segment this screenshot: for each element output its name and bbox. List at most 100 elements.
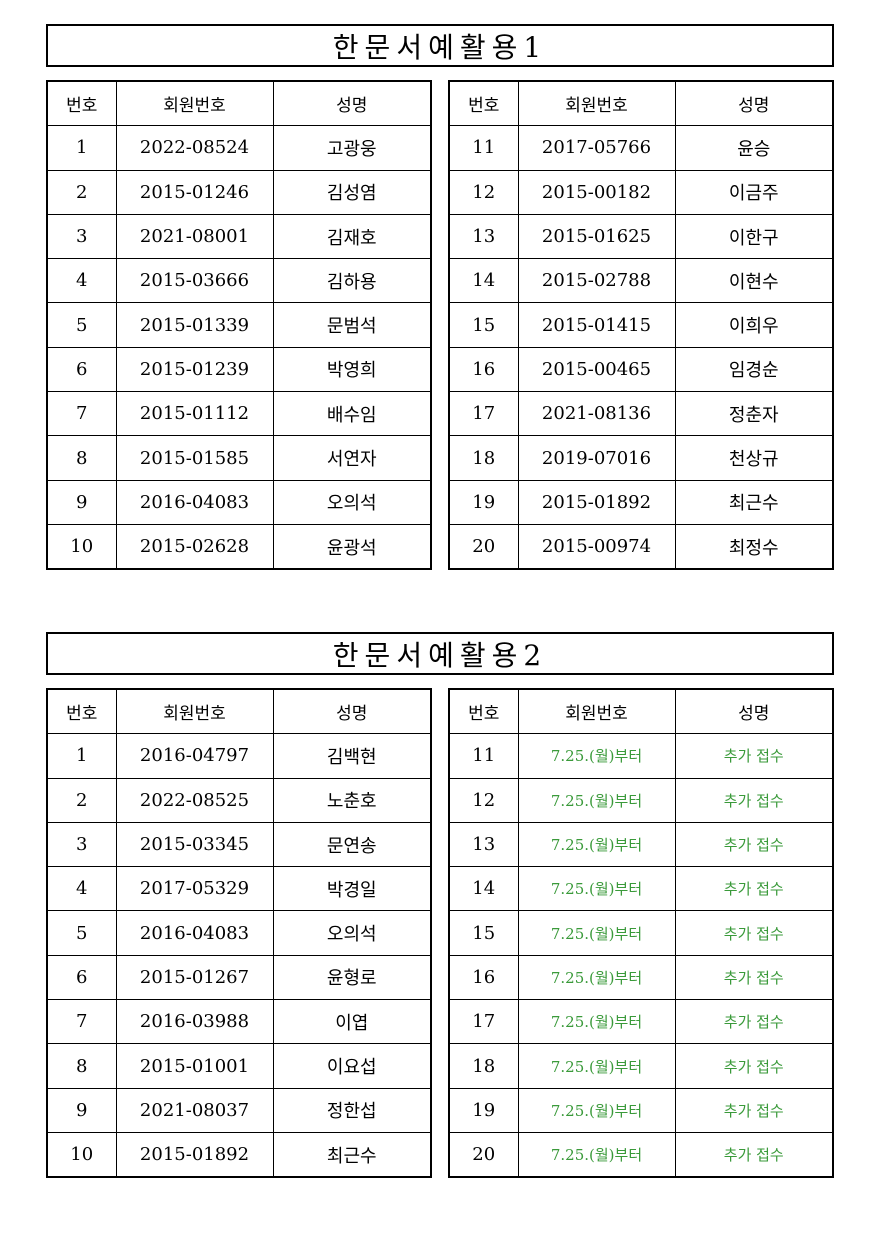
row-name: 최정수 <box>674 523 834 570</box>
header-name: 성명 <box>272 80 432 127</box>
header-name: 성명 <box>674 688 834 735</box>
row-member-id: 2015-03345 <box>115 821 274 868</box>
row-name: 윤광석 <box>272 523 432 570</box>
row-no: 6 <box>46 954 117 1001</box>
row-no: 15 <box>448 302 519 348</box>
row-member-id: 2015-01246 <box>115 169 274 215</box>
member-table-right: 번호 회원번호 성명 11 7.25.(월)부터 추가 접수 12 7.25.(월)부… <box>448 688 834 1179</box>
row-no: 5 <box>46 910 117 956</box>
row-name: 이엽 <box>272 999 432 1045</box>
row-no: 11 <box>448 125 519 171</box>
row-member-id: 2015-00974 <box>517 523 676 570</box>
table-row: 19 7.25.(월)부터 추가 접수 <box>448 1087 834 1133</box>
row-name: 김재호 <box>272 213 432 260</box>
table-row: 20 2015-00974 최정수 <box>448 523 834 570</box>
member-table-left: 번호 회원번호 성명 1 2016-04797 김백현 2 2022-08525 노춘호… <box>46 688 432 1179</box>
row-name: 이금주 <box>674 169 834 215</box>
row-name: 이한구 <box>674 213 834 260</box>
row-member-id: 7.25.(월)부터 <box>517 821 676 868</box>
table-header-row: 번호 회원번호 성명 <box>448 80 834 127</box>
header-no: 번호 <box>46 688 117 735</box>
row-name: 오의석 <box>272 479 432 525</box>
table-row: 4 2015-03666 김하용 <box>46 258 432 304</box>
row-name: 추가 접수 <box>674 999 834 1045</box>
table-row: 20 7.25.(월)부터 추가 접수 <box>448 1131 834 1178</box>
row-name: 윤승 <box>674 125 834 171</box>
row-no: 4 <box>46 258 117 304</box>
row-no: 2 <box>46 169 117 215</box>
row-name: 오의석 <box>272 910 432 956</box>
row-member-id: 7.25.(월)부터 <box>517 777 676 823</box>
row-member-id: 2015-01239 <box>115 346 274 393</box>
row-no: 1 <box>46 733 117 779</box>
row-no: 5 <box>46 302 117 348</box>
row-member-id: 2015-01415 <box>517 302 676 348</box>
table-row: 7 2015-01112 배수임 <box>46 391 432 437</box>
row-member-id: 2015-01267 <box>115 954 274 1001</box>
table-row: 16 7.25.(월)부터 추가 접수 <box>448 954 834 1001</box>
header-member-id: 회원번호 <box>517 688 676 735</box>
table-row: 10 2015-02628 윤광석 <box>46 523 432 570</box>
table-row: 2 2022-08525 노춘호 <box>46 777 432 823</box>
row-name: 천상규 <box>674 435 834 481</box>
row-name: 임경순 <box>674 346 834 393</box>
table-header-row: 번호 회원번호 성명 <box>46 688 432 735</box>
row-member-id: 2015-03666 <box>115 258 274 304</box>
row-member-id: 2017-05766 <box>517 125 676 171</box>
table-row: 5 2015-01339 문범석 <box>46 302 432 348</box>
row-member-id: 2015-01112 <box>115 391 274 437</box>
table-row: 3 2021-08001 김재호 <box>46 213 432 260</box>
table-row: 13 7.25.(월)부터 추가 접수 <box>448 821 834 868</box>
row-member-id: 2015-02628 <box>115 523 274 570</box>
table-row: 11 2017-05766 윤승 <box>448 125 834 171</box>
header-name: 성명 <box>272 688 432 735</box>
row-no: 8 <box>46 1043 117 1089</box>
row-member-id: 7.25.(월)부터 <box>517 1131 676 1178</box>
table-row: 13 2015-01625 이한구 <box>448 213 834 260</box>
row-name: 고광웅 <box>272 125 432 171</box>
header-no: 번호 <box>448 80 519 127</box>
row-no: 9 <box>46 479 117 525</box>
row-no: 18 <box>448 435 519 481</box>
table-header-row: 번호 회원번호 성명 <box>448 688 834 735</box>
row-name: 추가 접수 <box>674 1043 834 1089</box>
row-name: 이현수 <box>674 258 834 304</box>
row-no: 20 <box>448 1131 519 1178</box>
table-row: 7 2016-03988 이엽 <box>46 999 432 1045</box>
row-no: 14 <box>448 866 519 912</box>
row-name: 윤형로 <box>272 954 432 1001</box>
row-member-id: 2019-07016 <box>517 435 676 481</box>
row-member-id: 2021-08136 <box>517 391 676 437</box>
table-row: 19 2015-01892 최근수 <box>448 479 834 525</box>
row-no: 10 <box>46 523 117 570</box>
row-no: 17 <box>448 391 519 437</box>
row-name: 추가 접수 <box>674 1131 834 1178</box>
row-member-id: 2017-05329 <box>115 866 274 912</box>
row-member-id: 7.25.(월)부터 <box>517 954 676 1001</box>
header-member-id: 회원번호 <box>115 80 274 127</box>
row-member-id: 2021-08001 <box>115 213 274 260</box>
section-title: 한문서예활용1 <box>46 24 834 67</box>
row-member-id: 2016-04797 <box>115 733 274 779</box>
row-no: 13 <box>448 821 519 868</box>
row-member-id: 7.25.(월)부터 <box>517 910 676 956</box>
row-name: 정춘자 <box>674 391 834 437</box>
row-member-id: 2021-08037 <box>115 1087 274 1133</box>
row-name: 노춘호 <box>272 777 432 823</box>
table-row: 2 2015-01246 김성염 <box>46 169 432 215</box>
row-member-id: 2015-00182 <box>517 169 676 215</box>
row-no: 20 <box>448 523 519 570</box>
row-no: 11 <box>448 733 519 779</box>
row-name: 추가 접수 <box>674 733 834 779</box>
table-row: 14 2015-02788 이현수 <box>448 258 834 304</box>
row-no: 10 <box>46 1131 117 1178</box>
row-name: 박경일 <box>272 866 432 912</box>
member-table-left: 번호 회원번호 성명 1 2022-08524 고광웅 2 2015-01246 김성염… <box>46 80 432 571</box>
row-name: 서연자 <box>272 435 432 481</box>
row-no: 17 <box>448 999 519 1045</box>
row-member-id: 2015-01585 <box>115 435 274 481</box>
row-no: 19 <box>448 479 519 525</box>
table-row: 17 2021-08136 정춘자 <box>448 391 834 437</box>
row-no: 7 <box>46 999 117 1045</box>
header-member-id: 회원번호 <box>517 80 676 127</box>
